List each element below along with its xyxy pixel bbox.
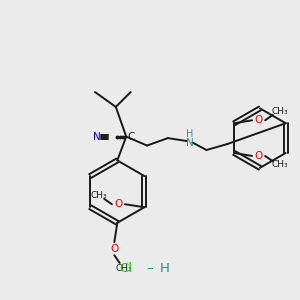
Text: CH₃: CH₃ [271, 160, 288, 169]
Text: H: H [186, 129, 193, 139]
Text: O: O [110, 244, 118, 254]
Text: CH₃: CH₃ [271, 107, 288, 116]
Text: C: C [127, 132, 134, 142]
Text: Cl: Cl [120, 262, 133, 275]
Text: N: N [186, 138, 194, 148]
Text: O: O [114, 199, 123, 209]
Text: O: O [254, 115, 263, 125]
Text: O: O [254, 151, 263, 161]
Text: –: – [147, 262, 153, 275]
Text: CH₃: CH₃ [91, 191, 107, 200]
Text: CH₃: CH₃ [116, 264, 132, 273]
Text: H: H [160, 262, 170, 275]
Text: N: N [93, 132, 101, 142]
